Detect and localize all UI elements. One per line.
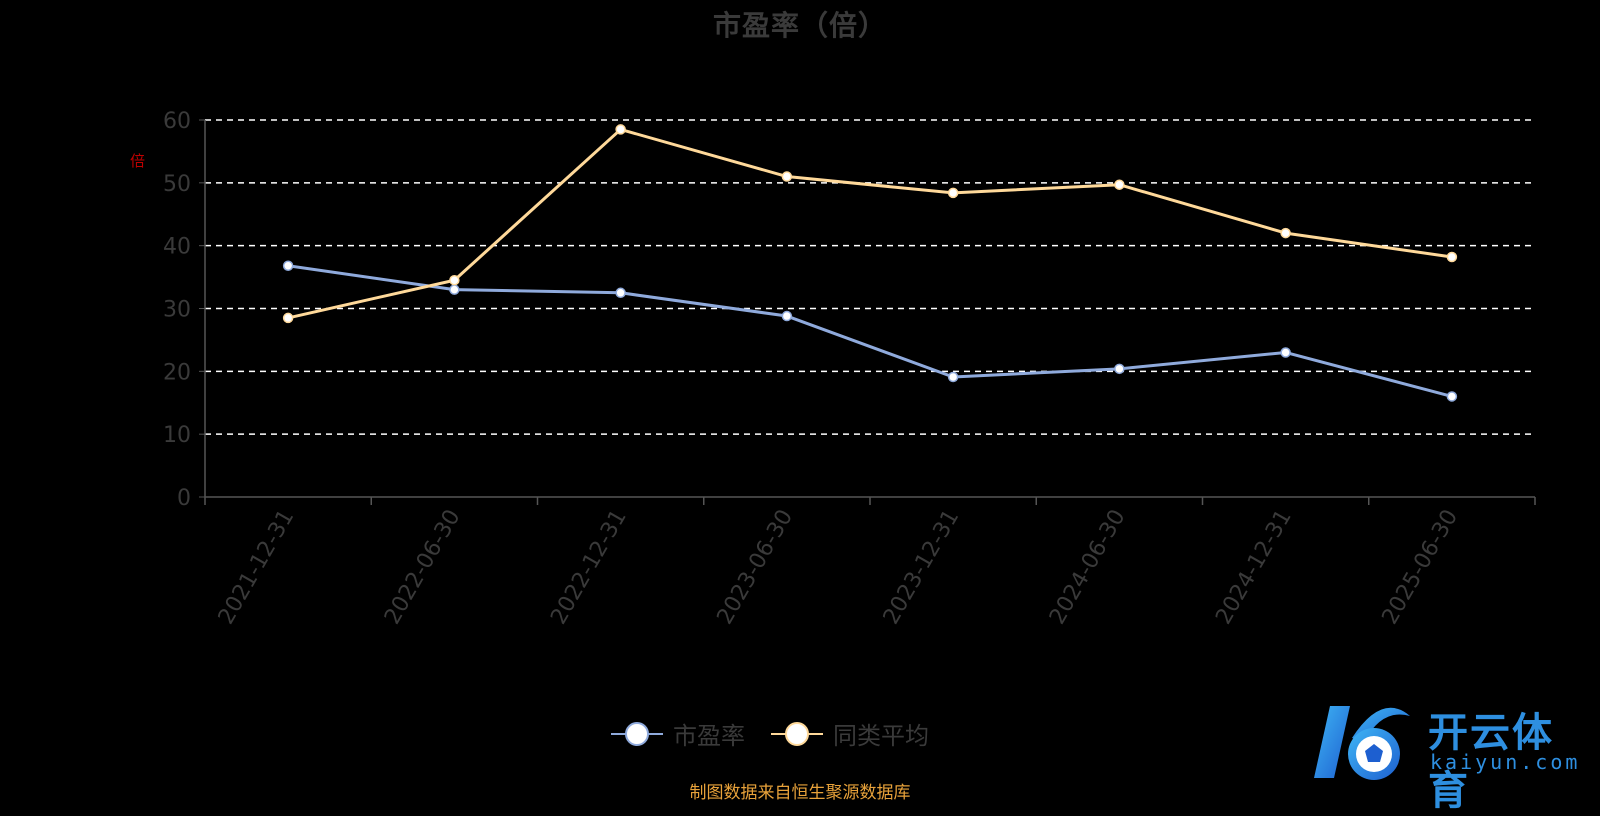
data-point-peer-avg — [449, 274, 460, 286]
y-tick-label: 50 — [163, 172, 191, 197]
legend-item-pe[interactable]: 市盈率 — [611, 716, 745, 751]
y-tick-label: 40 — [163, 235, 191, 260]
y-tick-label: 60 — [163, 109, 191, 134]
x-tick-label: 2022-06-30 — [380, 506, 466, 629]
legend-item-peer-avg[interactable]: 同类平均 — [771, 716, 929, 751]
data-point-pe — [1114, 363, 1125, 375]
data-point-pe — [1280, 347, 1291, 358]
x-tick-label: 2024-12-31 — [1211, 506, 1297, 629]
k-ball-logo-icon — [1314, 706, 1410, 780]
series-line-peer-avg — [287, 127, 1453, 320]
x-tick-label: 2025-06-30 — [1377, 506, 1463, 629]
data-point-pe — [947, 371, 959, 383]
legend-label-pe: 市盈率 — [673, 722, 745, 750]
y-tick-label: 0 — [177, 486, 191, 511]
x-tick-label: 2024-06-30 — [1045, 506, 1131, 629]
data-point-peer-avg — [615, 124, 626, 135]
x-tick-label: 2023-12-31 — [879, 506, 965, 629]
y-axis-label: 倍 — [130, 152, 146, 170]
x-tick-label: 2022-12-31 — [546, 506, 632, 629]
y-tick-label: 10 — [163, 423, 191, 448]
line-chart: 0 10 20 30 40 50 60 2021-12-31 2022-06-30 2022-12… — [163, 109, 1536, 629]
data-point-peer-avg — [1280, 227, 1291, 239]
watermark-logo: 开云体育 kaiyun.com — [1312, 698, 1592, 814]
legend-marker-peer-avg — [771, 721, 823, 747]
data-point-peer-avg — [1446, 251, 1458, 263]
data-point-peer-avg — [1114, 179, 1125, 190]
y-tick-label: 20 — [163, 360, 191, 385]
data-point-pe — [282, 260, 294, 272]
y-tick-label: 30 — [163, 298, 191, 323]
data-source-note: 制图数据来自恒生聚源数据库 — [689, 783, 911, 803]
legend-marker-pe — [611, 721, 663, 747]
data-point-pe — [615, 287, 626, 299]
watermark-domain: kaiyun.com — [1430, 750, 1581, 774]
data-point-pe — [1446, 391, 1458, 402]
legend-label-peer-avg: 同类平均 — [833, 722, 929, 750]
data-point-peer-avg — [282, 312, 294, 324]
data-point-pe — [781, 310, 793, 322]
data-point-peer-avg — [781, 171, 793, 182]
x-tick-label: 2023-06-30 — [712, 506, 798, 629]
data-point-peer-avg — [947, 187, 959, 199]
series-line-pe — [287, 264, 1453, 398]
x-tick-label: 2021-12-31 — [214, 506, 300, 629]
legend: 市盈率 同类平均 — [0, 716, 1600, 751]
data-point-pe — [449, 284, 460, 295]
chart-title: 市盈率（倍） — [712, 9, 887, 42]
